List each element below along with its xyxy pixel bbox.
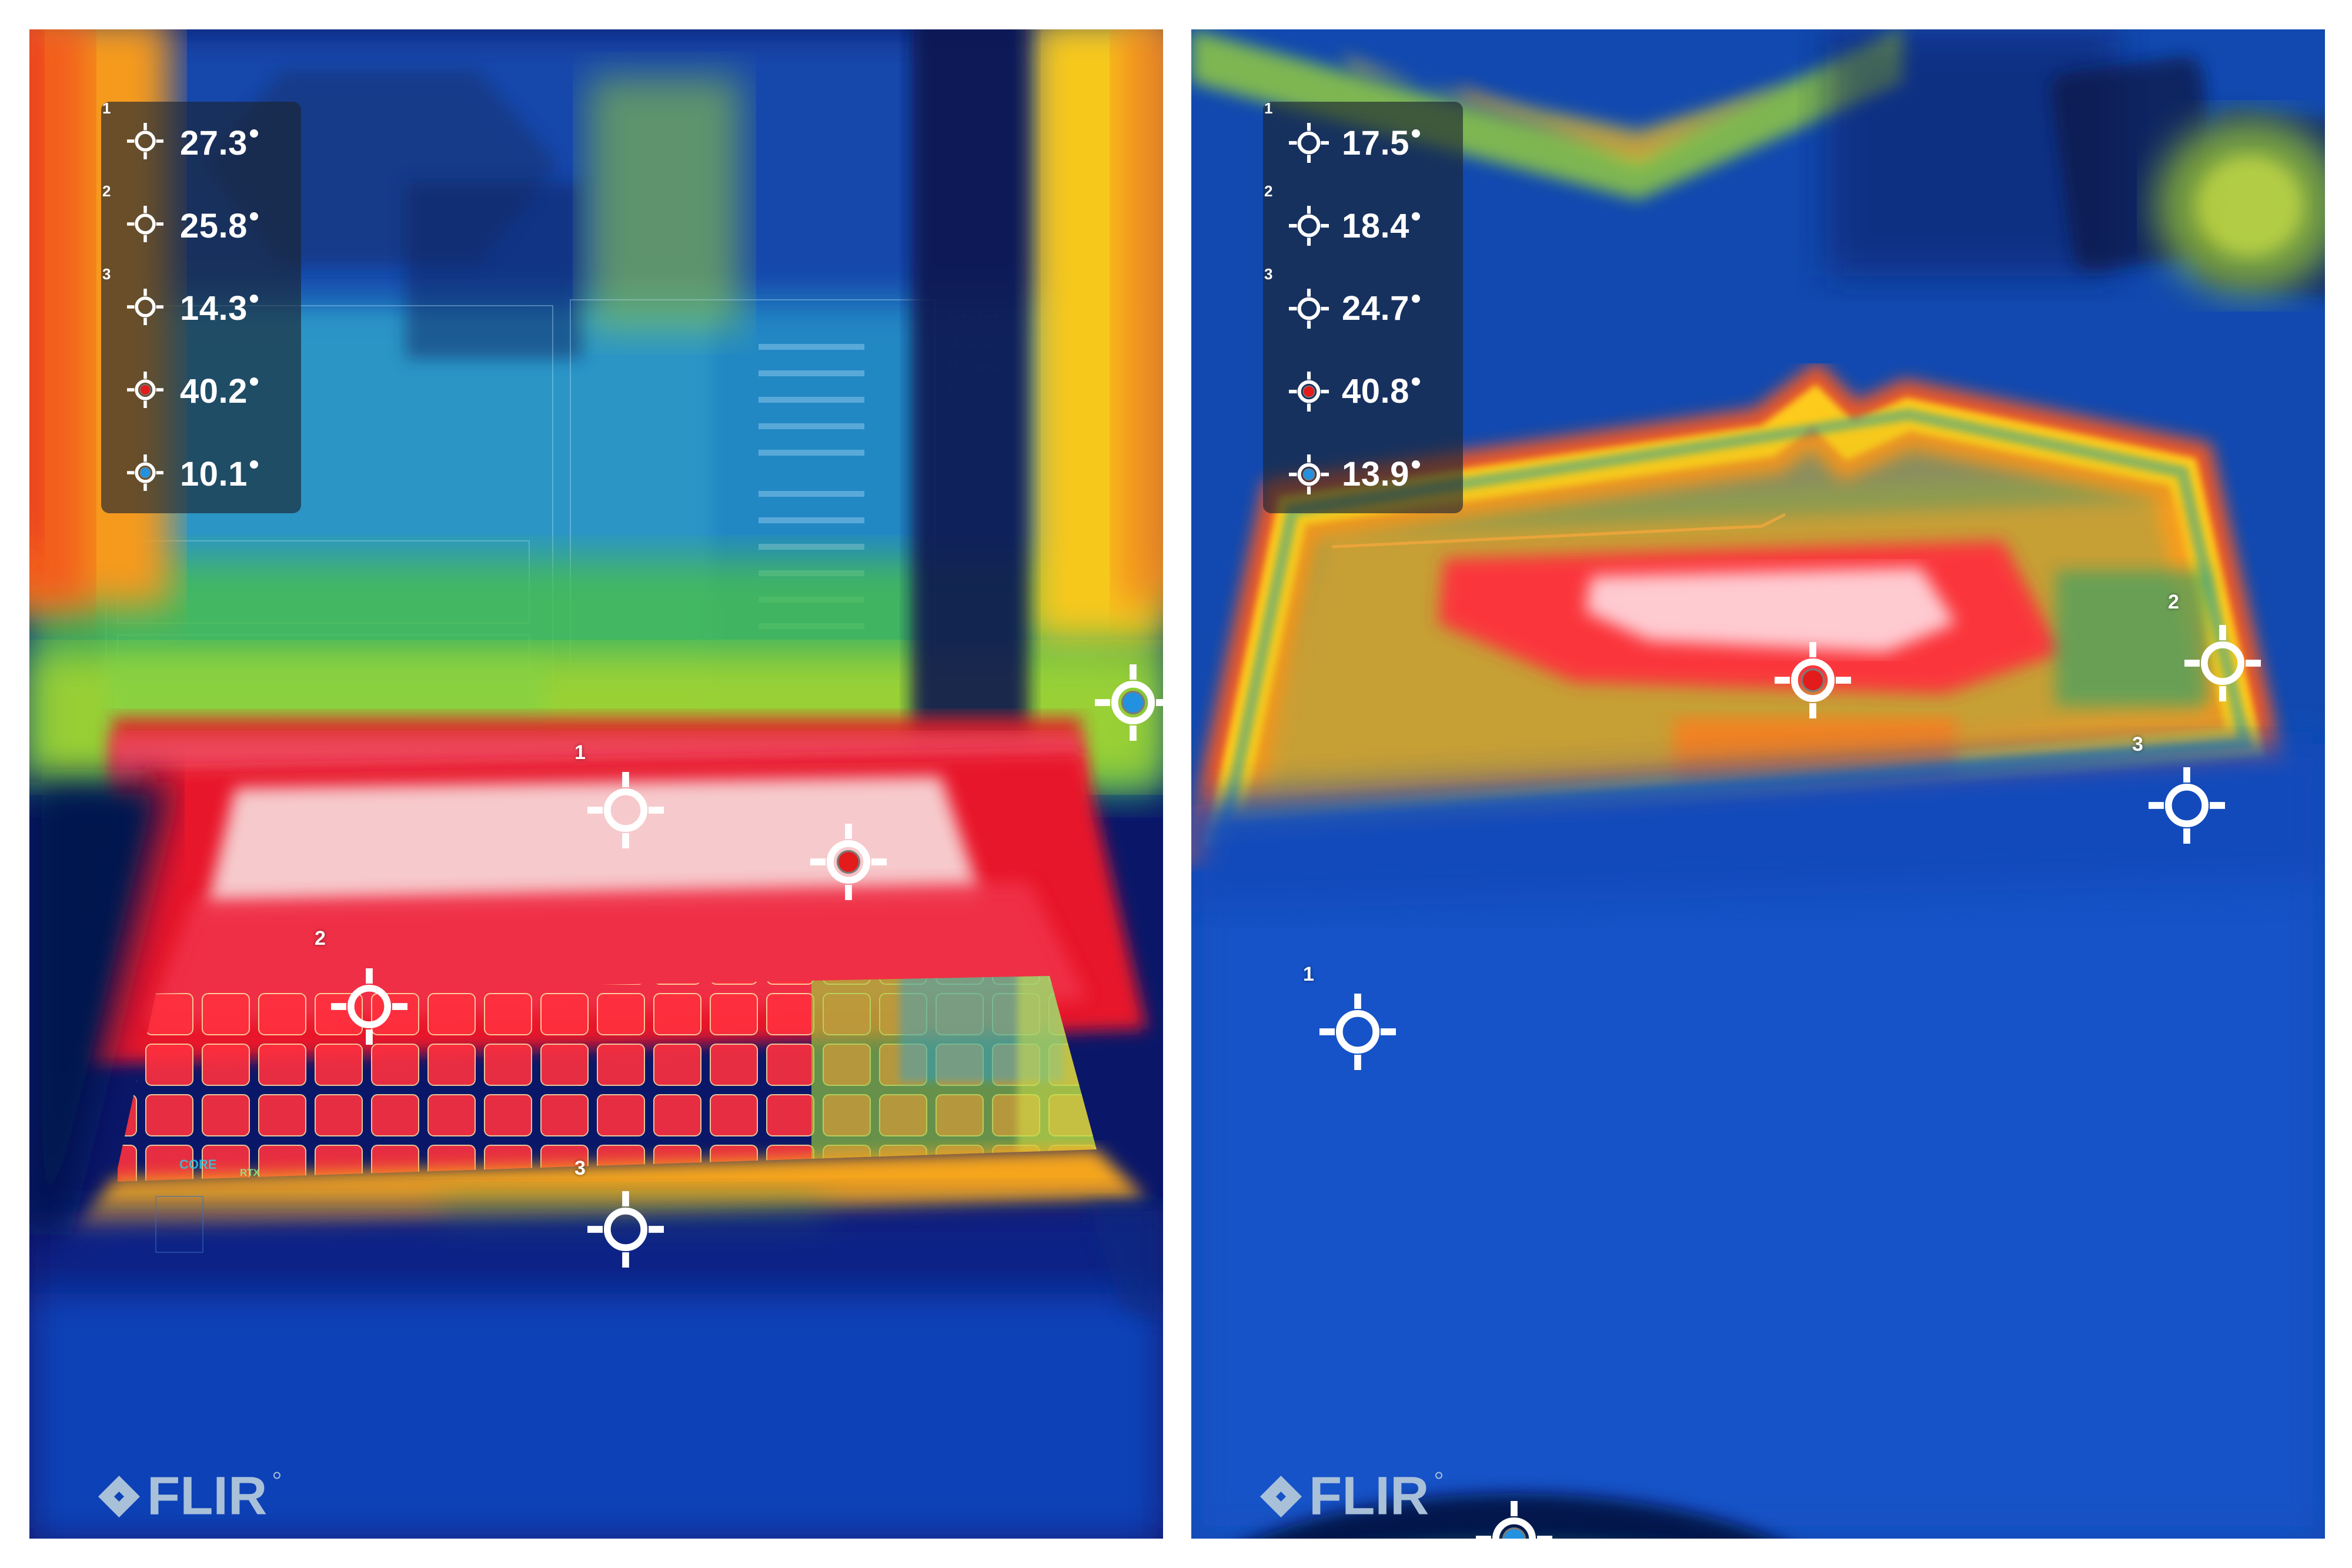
svg-text:FLIR: FLIR (147, 1466, 267, 1526)
svg-text:RTX: RTX (240, 1167, 260, 1178)
svg-text:FLIR: FLIR (1309, 1466, 1429, 1526)
svg-text:CORE: CORE (179, 1157, 217, 1172)
